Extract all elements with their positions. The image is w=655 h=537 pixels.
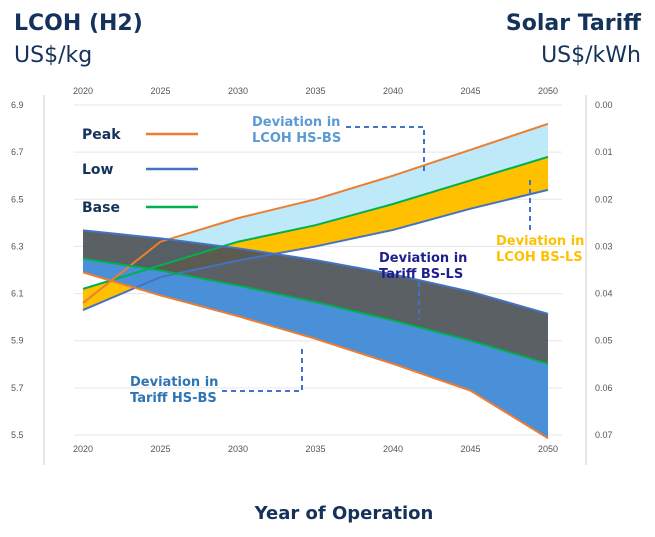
leader-tariff-hs-bs — [222, 345, 303, 392]
legend-label: Base — [82, 200, 120, 216]
y-left-tick-label: 6.9 — [11, 100, 24, 110]
x-tick-label-bottom: 2035 — [305, 444, 325, 454]
tariff-peak-line — [82, 271, 549, 440]
y-right-tick-label: 0.01 — [595, 147, 613, 157]
y-right-tick-label: 0.04 — [595, 289, 613, 299]
annotation-tariff-hs-bs: Tariff HS-BS — [130, 391, 217, 406]
annotation-lcoh-hs-bs: Deviation in — [252, 115, 340, 130]
annotation-leaders — [222, 126, 531, 392]
y-left-tick-label: 5.5 — [11, 430, 24, 440]
x-tick-label-top: 2050 — [538, 86, 558, 96]
annotation-lcoh-bs-ls: Deviation in — [496, 234, 584, 249]
legend-label: Low — [82, 162, 114, 178]
x-tick-label-bottom: 2040 — [383, 444, 403, 454]
annotation-lcoh-bs-ls: LCOH BS-LS — [496, 250, 583, 265]
y-right-tick-label: 0.00 — [595, 100, 613, 110]
y-right-tick-label: 0.07 — [595, 430, 613, 440]
legend: Peak Low Base — [82, 127, 198, 216]
y-left-tick-label: 6.7 — [11, 147, 24, 157]
x-tick-label-bottom: 2020 — [73, 444, 93, 454]
y-left-tick-label: 6.3 — [11, 241, 24, 251]
x-tick-label-bottom: 2030 — [228, 444, 248, 454]
annotation-lcoh-hs-bs: LCOH HS-BS — [252, 131, 341, 146]
annotation-tariff-bs-ls: Deviation in — [379, 251, 467, 266]
left-axis-unit: US$/kg — [14, 43, 92, 68]
y-right-tick-label: 0.06 — [595, 383, 613, 393]
lcoh-bs-ls-band — [83, 156, 548, 311]
tick-labels: 5.5 5.7 5.9 6.1 6.3 6.5 6.7 6.9 0.00 0.01 0.02 0.03… — [11, 86, 613, 454]
y-left-tick-label: 6.5 — [11, 194, 24, 204]
x-tick-label-bottom: 2025 — [150, 444, 170, 454]
x-tick-label-top: 2040 — [383, 86, 403, 96]
lcoh-hs-bs-band — [83, 123, 548, 303]
series-lines — [82, 122, 549, 440]
annotation-tariff-hs-bs: Deviation in — [130, 375, 218, 390]
x-tick-label-top: 2020 — [73, 86, 93, 96]
lcoh-peak-line — [82, 122, 549, 304]
y-right-tick-label: 0.02 — [595, 194, 613, 204]
axes — [43, 95, 587, 465]
y-left-tick-label: 5.7 — [11, 383, 24, 393]
x-tick-label-top: 2035 — [305, 86, 325, 96]
y-right-tick-label: 0.03 — [595, 241, 613, 251]
x-tick-label-top: 2045 — [460, 86, 480, 96]
y-left-tick-label: 5.9 — [11, 336, 24, 346]
tariff-low-line — [82, 229, 549, 315]
left-axis-title: LCOH (H2) — [14, 11, 143, 36]
x-tick-label-top: 2025 — [150, 86, 170, 96]
right-axis-unit: US$/kWh — [541, 43, 641, 68]
leader-lcoh-hs-bs — [346, 126, 425, 172]
tariff-base-line — [82, 257, 549, 365]
annotation-tariff-bs-ls: Tariff BS-LS — [379, 267, 463, 282]
x-tick-label-bottom: 2050 — [538, 444, 558, 454]
x-axis-title: Year of Operation — [254, 503, 434, 524]
right-axis-title: Solar Tariff — [506, 11, 642, 36]
y-right-tick-label: 0.05 — [595, 336, 613, 346]
x-tick-label-bottom: 2045 — [460, 444, 480, 454]
tariff-hs-bs-band — [83, 258, 548, 439]
lcoh-low-line — [82, 188, 549, 311]
legend-label: Peak — [82, 127, 121, 143]
lcoh-base-line — [82, 155, 549, 290]
y-left-tick-label: 6.1 — [11, 289, 24, 299]
x-tick-label-top: 2030 — [228, 86, 248, 96]
